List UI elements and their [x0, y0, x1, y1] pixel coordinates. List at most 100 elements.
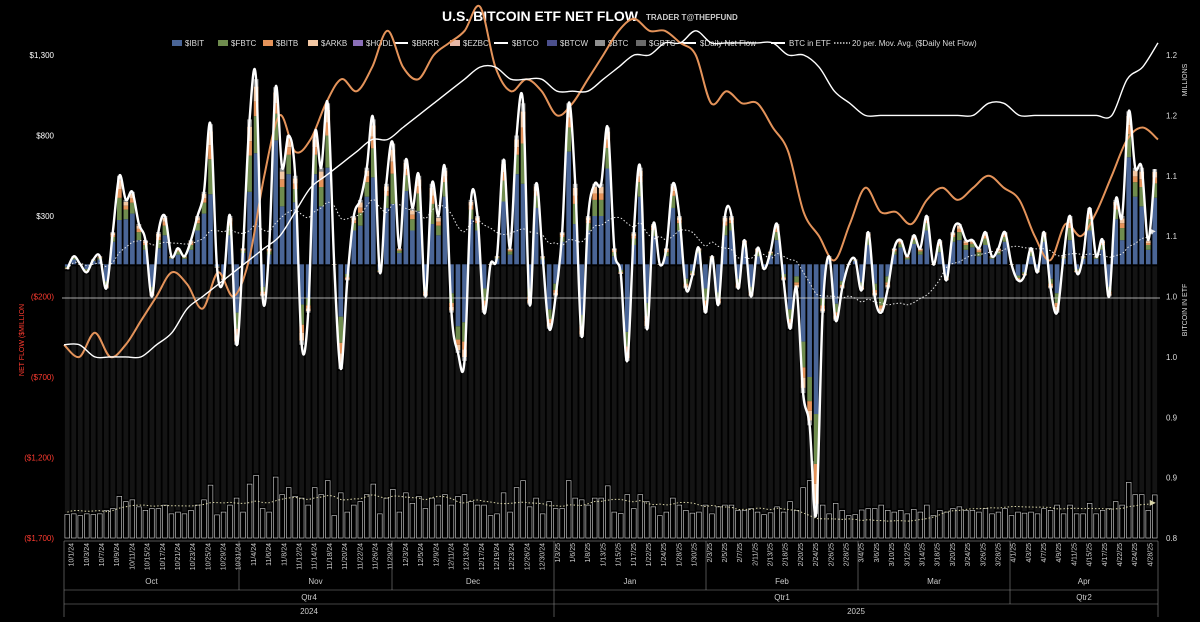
shadow-bar	[488, 266, 493, 514]
x-tick-label: 3/26/25	[980, 543, 987, 566]
volume-bar	[1073, 513, 1080, 539]
legend-swatch	[172, 40, 182, 46]
shadow-bar	[898, 266, 904, 509]
flow-bar	[1132, 176, 1138, 183]
flow-bar	[1067, 240, 1073, 265]
flow-bar	[468, 219, 474, 265]
year-label: 2025	[847, 607, 865, 616]
flow-bar	[1087, 214, 1092, 220]
volume-bar	[780, 511, 787, 539]
shadow-bar	[540, 266, 545, 512]
flow-bar	[520, 183, 526, 265]
flow-bar	[162, 225, 168, 236]
shadow-bar	[709, 266, 715, 512]
month-label: Dec	[466, 577, 480, 586]
flow-bar	[1119, 240, 1125, 265]
volume-bar	[539, 513, 546, 539]
flow-bar	[742, 243, 747, 248]
flow-bar	[130, 198, 135, 203]
flow-bar	[1126, 134, 1132, 158]
legend-swatch	[595, 40, 605, 46]
flow-bar	[1015, 264, 1021, 276]
shadow-bar	[442, 266, 448, 493]
shadow-bar	[1048, 290, 1053, 509]
flow-bar	[123, 209, 129, 220]
quarter-label: Qtr2	[1076, 593, 1092, 602]
volume-bar	[566, 480, 572, 539]
x-tick-label: 10/9/24	[114, 543, 121, 566]
flow-bar	[807, 401, 812, 411]
flow-bar	[774, 232, 780, 241]
volume-bar	[963, 510, 969, 539]
legend-item: $ARKB	[308, 39, 347, 48]
flow-bar	[1113, 219, 1119, 265]
volume-bar	[611, 511, 617, 539]
legend-item: $FBTC	[218, 39, 257, 48]
flow-bar	[1028, 252, 1034, 257]
flow-bar	[1152, 183, 1158, 198]
x-tick-label: 11/8/24	[281, 543, 288, 566]
x-tick-label: 10/29/24	[221, 543, 228, 570]
volume-bar	[553, 508, 559, 539]
shadow-bar	[1061, 266, 1066, 512]
flow-bar	[442, 196, 448, 265]
flow-bar	[162, 235, 168, 265]
shadow-bar	[1080, 266, 1086, 512]
volume-bar	[650, 506, 656, 539]
flow-bar	[917, 250, 923, 252]
moving-average-line	[66, 199, 1156, 306]
x-tick-label: 12/3/24	[403, 543, 410, 566]
left-tick-label: $300	[36, 212, 54, 221]
shadow-bar	[436, 266, 441, 504]
x-tick-label: 3/4/25	[859, 543, 866, 563]
x-tick-label: 1/3/25	[555, 543, 562, 563]
flow-bar	[253, 153, 259, 265]
volume-bar	[97, 513, 103, 539]
volume-bar	[318, 494, 324, 539]
flow-bar	[1041, 236, 1047, 242]
x-tick-label: 10/17/24	[160, 543, 167, 570]
volume-bar	[194, 504, 201, 539]
flow-bar	[735, 264, 741, 279]
flow-bar	[976, 249, 982, 251]
flow-bar	[208, 145, 213, 160]
shadow-bar	[305, 314, 311, 504]
shadow-bar	[514, 266, 519, 486]
flow-bar	[1139, 187, 1145, 207]
shadow-bar	[592, 266, 598, 497]
flow-bar	[117, 189, 122, 198]
volume-bar	[520, 480, 526, 539]
shadow-bar	[650, 266, 656, 505]
volume-bar	[110, 508, 116, 539]
flow-bar	[917, 254, 923, 265]
flow-bar	[833, 264, 839, 304]
volume-bar	[357, 501, 363, 539]
flow-bar	[917, 251, 923, 255]
shadow-bar	[103, 290, 109, 509]
flow-bar	[1041, 241, 1047, 265]
flow-bar	[742, 247, 747, 265]
shadow-bar	[566, 266, 572, 479]
flow-bar	[436, 221, 441, 226]
volume-bar	[592, 497, 598, 539]
legend-label: $BTCW	[560, 39, 588, 48]
flow-bar	[318, 171, 324, 180]
shadow-bar	[507, 266, 513, 511]
volume-bar	[533, 497, 539, 539]
legend-swatch	[218, 40, 228, 46]
shadow-bar	[1002, 266, 1008, 507]
daily-net-flow-line	[66, 68, 1156, 518]
x-tick-label: 12/30/24	[540, 543, 547, 570]
volume-bar	[924, 504, 930, 539]
flow-bar	[156, 240, 161, 249]
x-tick-label: 4/28/25	[1147, 543, 1154, 566]
volume-bar	[129, 499, 136, 539]
shadow-bar	[1093, 266, 1099, 512]
volume-bar	[728, 504, 735, 539]
shadow-bar	[989, 266, 995, 512]
volume-bar	[364, 494, 370, 539]
volume-bar	[1067, 504, 1073, 539]
shadow-bar	[878, 314, 884, 504]
volume-bar	[90, 514, 96, 539]
x-tick-label: 1/13/25	[600, 543, 607, 566]
